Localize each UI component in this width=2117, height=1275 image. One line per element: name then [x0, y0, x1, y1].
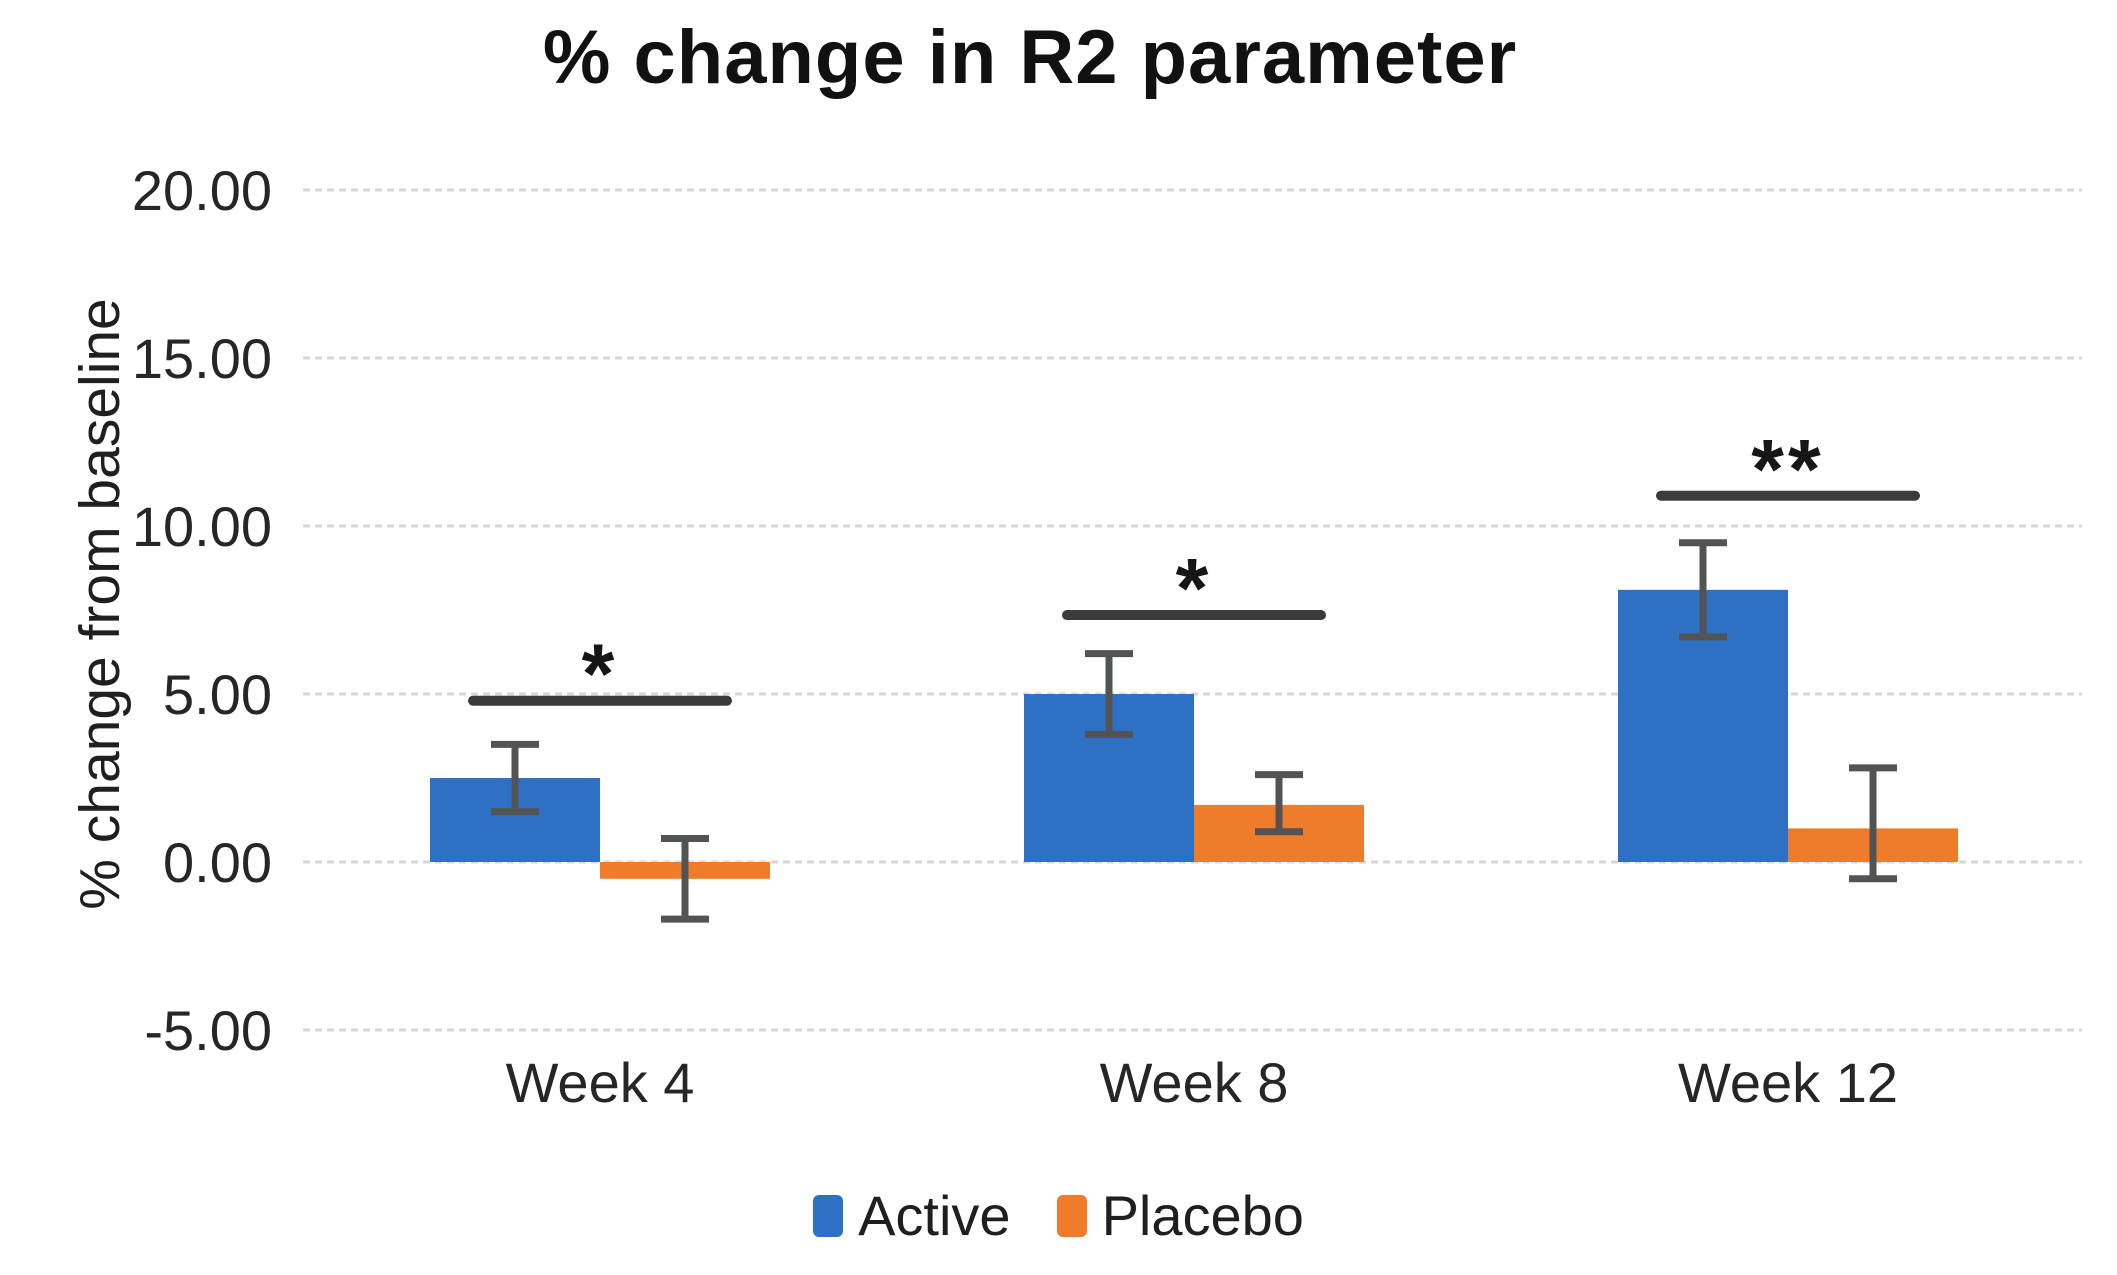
chart-title: % change in R2 parameter [542, 15, 1518, 100]
legend-item-active: Active [813, 1183, 1011, 1248]
legend-label-placebo: Placebo [1101, 1184, 1304, 1247]
x-tick-label: Week 8 [1100, 1051, 1289, 1114]
x-tick-label: Week 12 [1678, 1051, 1898, 1114]
y-tick-label: 10.00 [132, 495, 272, 558]
legend: Active Placebo [0, 1183, 2117, 1248]
legend-item-placebo: Placebo [1056, 1183, 1304, 1248]
significance-label: * [582, 627, 619, 721]
y-tick-label: 20.00 [132, 159, 272, 222]
y-tick-label: 0.00 [163, 831, 272, 894]
y-tick-label: -5.00 [144, 999, 272, 1062]
legend-label-active: Active [858, 1184, 1011, 1247]
legend-swatch-placebo-icon [1056, 1194, 1087, 1237]
x-tick-label: Week 4 [506, 1051, 695, 1114]
y-tick-label: 15.00 [132, 327, 272, 390]
y-tick-label: 5.00 [163, 663, 272, 726]
significance-label: * [1176, 541, 1213, 635]
legend-swatch-active-icon [813, 1194, 844, 1237]
significance-label: ** [1751, 422, 1824, 516]
